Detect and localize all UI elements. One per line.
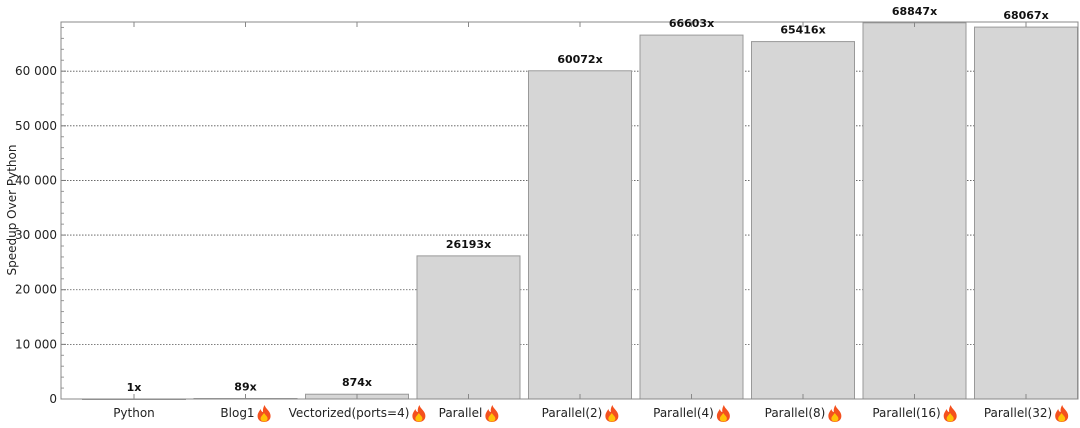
bar-parallel-32- bbox=[974, 26, 1078, 400]
flame-icon bbox=[485, 405, 499, 422]
flame-icon bbox=[828, 405, 842, 422]
bar-parallel bbox=[416, 255, 521, 400]
y-axis-label: Speedup Over Python bbox=[5, 145, 19, 276]
data-label: 68067x bbox=[1003, 9, 1048, 22]
flame-icon bbox=[1055, 405, 1069, 422]
x-tick-label: Parallel(32) bbox=[984, 406, 1052, 420]
flame-inner bbox=[415, 413, 423, 422]
data-label: 60072x bbox=[557, 53, 602, 66]
x-tick-label: Parallel(2) bbox=[542, 406, 603, 420]
data-label: 65416x bbox=[780, 24, 825, 37]
y-tick-label: 60 000 bbox=[15, 64, 57, 78]
data-label: 89x bbox=[234, 381, 256, 394]
data-label: 66603x bbox=[669, 17, 714, 30]
flame-icon bbox=[943, 405, 957, 422]
flame-inner bbox=[608, 413, 616, 422]
x-tick-label: Parallel bbox=[439, 406, 483, 420]
flame-icon bbox=[412, 405, 426, 422]
x-tick-label: Python bbox=[113, 406, 155, 420]
y-tick-label: 40 000 bbox=[15, 173, 57, 187]
flame-inner bbox=[719, 413, 727, 422]
x-tick-label: Parallel(16) bbox=[872, 406, 940, 420]
flame-icon bbox=[257, 405, 271, 422]
flame-inner bbox=[488, 413, 496, 422]
plot-frame bbox=[60, 21, 1079, 400]
y-tick-label: 50 000 bbox=[15, 119, 57, 133]
y-tick-label: 0 bbox=[49, 392, 57, 406]
flame-inner bbox=[1058, 413, 1066, 422]
bar-parallel-8- bbox=[751, 41, 855, 400]
x-tick-label: Parallel(4) bbox=[653, 406, 714, 420]
x-tick-label: Vectorized(ports=4) bbox=[289, 406, 410, 420]
bar-parallel-2- bbox=[528, 70, 632, 400]
y-tick-label: 20 000 bbox=[15, 283, 57, 297]
data-label: 874x bbox=[342, 376, 372, 389]
x-tick-label: Blog1 bbox=[220, 406, 254, 420]
flame-inner bbox=[831, 413, 839, 422]
data-label: 68847x bbox=[892, 5, 937, 18]
flame-icon bbox=[716, 405, 730, 422]
data-label: 1x bbox=[127, 381, 142, 394]
bar-parallel-4- bbox=[639, 34, 744, 400]
y-tick-label: 10 000 bbox=[15, 337, 57, 351]
flame-icon bbox=[605, 405, 619, 422]
bar-parallel-16- bbox=[862, 22, 967, 400]
y-tick-label: 30 000 bbox=[15, 228, 57, 242]
flame-inner bbox=[260, 413, 268, 422]
data-label: 26193x bbox=[446, 238, 491, 251]
x-tick-label: Parallel(8) bbox=[765, 406, 826, 420]
flame-inner bbox=[946, 413, 954, 422]
